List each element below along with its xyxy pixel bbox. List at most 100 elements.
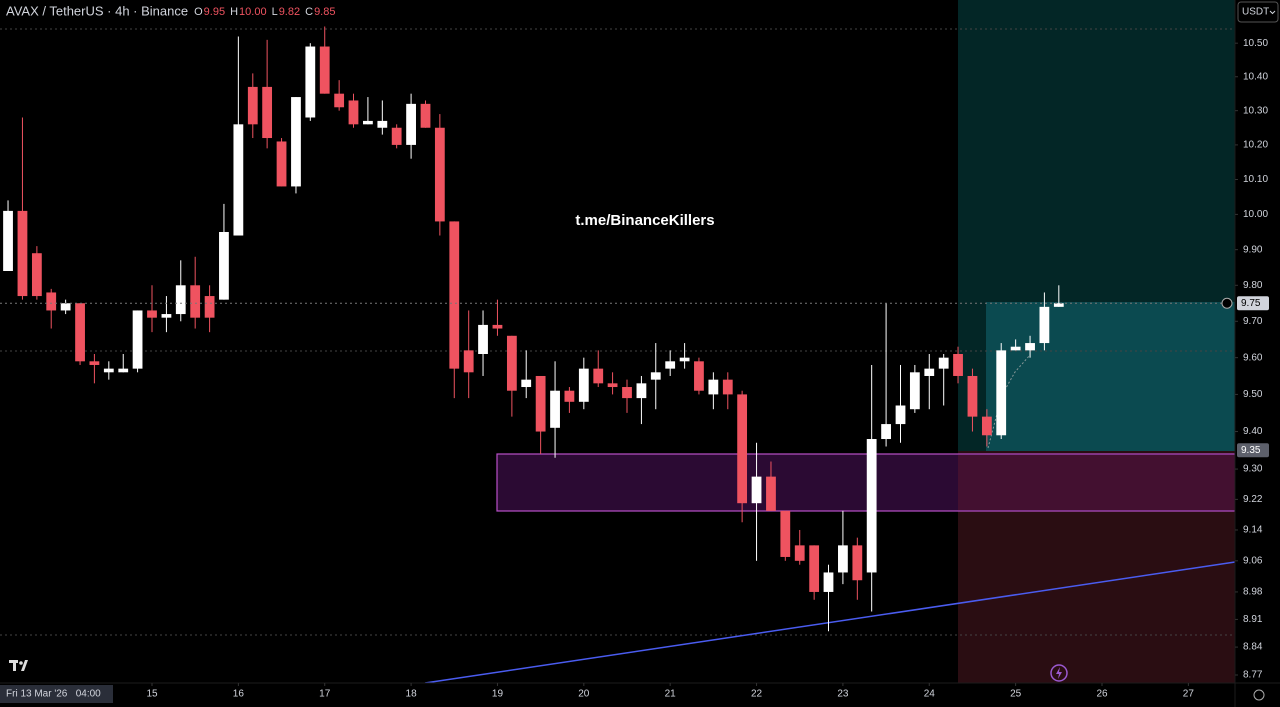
- candle-body: [650, 372, 661, 380]
- candle-body: [535, 375, 546, 432]
- x-tick-label: 17: [319, 689, 331, 700]
- currency-label: USDT: [1242, 7, 1269, 18]
- y-tick-label: 9.80: [1243, 280, 1263, 291]
- candle-body: [103, 368, 114, 373]
- y-tick-label: 10.40: [1243, 71, 1268, 82]
- candle-body: [766, 476, 776, 511]
- candle-body: [305, 46, 316, 118]
- candle-body: [334, 93, 345, 108]
- candle-body: [1053, 303, 1064, 307]
- alert-bolt: [1056, 667, 1062, 679]
- candle-body: [679, 357, 690, 362]
- candle-body: [204, 296, 215, 318]
- candle-body: [449, 221, 460, 369]
- candle-body: [708, 379, 719, 395]
- candle-body: [881, 424, 891, 440]
- alert-icon[interactable]: [1050, 664, 1068, 682]
- candle-body: [17, 210, 28, 297]
- legend-value: 9.82: [279, 6, 300, 18]
- candle-body: [118, 368, 129, 373]
- time-axis: [0, 683, 1280, 707]
- candle-body: [550, 390, 560, 428]
- candle-body: [377, 120, 388, 128]
- candle-body: [219, 231, 229, 300]
- candle-body: [737, 394, 748, 504]
- y-tick-label: 9.40: [1243, 426, 1263, 437]
- x-tick-label: 27: [1183, 689, 1195, 700]
- y-tick-label: 9.90: [1243, 244, 1263, 255]
- candle-body: [3, 210, 13, 272]
- candle-body: [622, 387, 632, 399]
- y-tick-label: 8.98: [1243, 587, 1263, 598]
- y-tick-label: 10.20: [1243, 140, 1268, 151]
- candle-body: [852, 545, 863, 581]
- x-tick-label: 23: [837, 689, 849, 700]
- candle-body: [506, 335, 517, 391]
- y-tick-label: 10.00: [1243, 209, 1268, 220]
- candle-body: [391, 127, 402, 145]
- zone-overlap: [958, 455, 1235, 510]
- candle-body: [751, 476, 762, 504]
- logo: [9, 660, 28, 671]
- entry-price-label: 9.35: [1241, 445, 1261, 456]
- candle-body: [31, 253, 42, 297]
- y-tick-label: 8.77: [1243, 670, 1263, 681]
- candle-body: [1025, 343, 1035, 351]
- y-tick-label: 8.91: [1243, 614, 1263, 625]
- y-tick-label: 9.06: [1243, 555, 1263, 566]
- price-axis: [1235, 0, 1280, 707]
- y-tick-label: 10.30: [1243, 105, 1268, 116]
- candle-body: [463, 350, 474, 373]
- candle-body: [75, 303, 85, 362]
- settings-icon[interactable]: [1253, 689, 1265, 701]
- candle-body: [953, 354, 963, 376]
- projection-line: [987, 354, 1031, 449]
- candle-body: [276, 141, 287, 187]
- legend-value: 9.85: [314, 6, 335, 18]
- candle-body: [233, 124, 244, 236]
- candle-body: [291, 97, 301, 187]
- candle-body: [60, 303, 71, 311]
- candle-body: [694, 361, 704, 391]
- candle-body: [967, 375, 978, 417]
- candle-body: [823, 572, 834, 592]
- candles: [3, 26, 1064, 632]
- candle-body: [794, 545, 805, 561]
- candle-body: [363, 120, 373, 125]
- y-tick-label: 10.50: [1243, 38, 1268, 49]
- legend-key: C: [305, 6, 313, 18]
- candle-body: [909, 372, 920, 410]
- watermark: t.me/BinanceKillers: [575, 212, 714, 229]
- legend-value: 9.95: [204, 6, 225, 18]
- x-tick-label: 24: [924, 689, 936, 700]
- candle-body: [175, 285, 186, 315]
- y-tick-label: 9.14: [1243, 525, 1263, 536]
- candle-body: [636, 383, 647, 399]
- candle-body: [607, 383, 618, 388]
- x-tick-label: 19: [492, 689, 504, 700]
- candle-body: [132, 310, 143, 369]
- y-tick-label: 9.50: [1243, 389, 1263, 400]
- candle-body: [564, 390, 575, 402]
- candle-body: [578, 368, 589, 402]
- candle-body: [247, 86, 258, 125]
- candle-body: [780, 510, 791, 557]
- dropdown-caret: [1269, 10, 1276, 15]
- ohlc-legend: O 9.95 H 10.00 L 9.82 C 9.85: [194, 6, 335, 18]
- candle-body: [981, 416, 992, 436]
- x-tick-label: 18: [406, 689, 418, 700]
- y-tick-label: 8.84: [1243, 642, 1263, 653]
- candle-body: [478, 324, 488, 355]
- candle-body: [262, 86, 273, 139]
- candle-body: [838, 545, 848, 573]
- candle-body: [895, 405, 906, 425]
- y-tick-label: 9.22: [1243, 494, 1263, 505]
- candle-body: [938, 357, 949, 369]
- candle-body: [89, 361, 100, 365]
- x-tick-label: 16: [233, 689, 245, 700]
- legend-key: H: [230, 6, 238, 18]
- last-price-box: [1237, 296, 1269, 311]
- currency-button[interactable]: [1237, 1, 1279, 23]
